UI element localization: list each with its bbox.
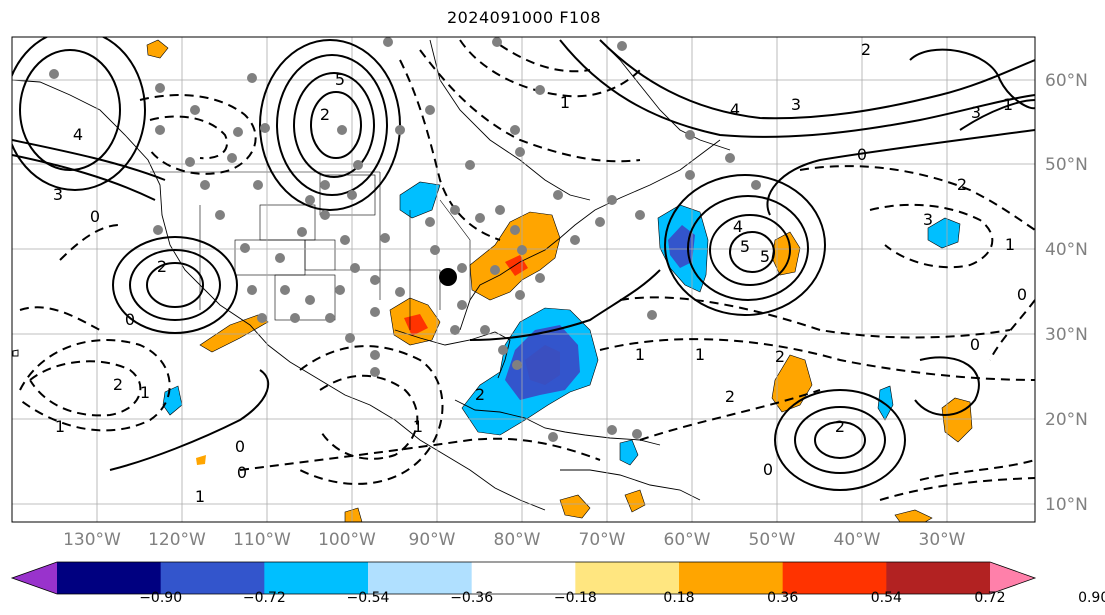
colorbar-segment <box>782 562 887 594</box>
colorbar-tick-label: 0.54 <box>871 590 902 606</box>
contour-label: 0 <box>90 207 100 226</box>
contour-label: 1 <box>635 345 645 364</box>
colorbar-tick-label: −0.36 <box>450 590 493 606</box>
contour-label: 4 <box>733 217 743 236</box>
colorbar-segment <box>679 562 784 594</box>
colorbar-segment <box>886 562 991 594</box>
state-borders <box>150 171 471 330</box>
contour-label: 1 <box>560 93 570 112</box>
contour-label: 2 <box>113 375 123 394</box>
lat-label: 10°N <box>1045 495 1088 515</box>
latitude-labels: 60°N 50°N 40°N 30°N 20°N 10°N <box>1045 71 1088 515</box>
colorbar-segment <box>575 562 680 594</box>
colorbar-segment <box>368 562 473 594</box>
colorbar-tick-label: −0.90 <box>139 590 182 606</box>
colorbar-segment <box>57 562 162 594</box>
colorbar-extend-low <box>12 562 57 594</box>
location-marker <box>439 268 457 286</box>
lat-label: 40°N <box>1045 240 1088 260</box>
lon-label: 60°W <box>664 530 711 550</box>
contour-label: 5 <box>740 237 750 256</box>
contour-label: 2 <box>861 40 871 59</box>
lat-label: 30°N <box>1045 325 1088 345</box>
contour-label: 2 <box>957 175 967 194</box>
colorbar-segment <box>264 562 369 594</box>
contour-label: 1 <box>1003 95 1013 114</box>
lon-label: 120°W <box>148 530 206 550</box>
contour-label: 0 <box>235 437 245 456</box>
contour-label: 3 <box>791 95 801 114</box>
lon-label: 90°W <box>409 530 456 550</box>
lon-label: 80°W <box>494 530 541 550</box>
colorbar-tick-label: 0.72 <box>974 590 1005 606</box>
contour-label: 0 <box>970 335 980 354</box>
lat-label: 50°N <box>1045 155 1088 175</box>
lon-label: 130°W <box>63 530 121 550</box>
contour-label: 1 <box>55 417 65 436</box>
contour-label: 1 <box>695 345 705 364</box>
colorbar-segment <box>471 562 576 594</box>
colorbar-segment <box>160 562 265 594</box>
contour-label: 2 <box>157 257 167 276</box>
colorbar-extend-high <box>990 562 1035 594</box>
contour-label: 0 <box>1017 285 1027 304</box>
lon-label: 40°W <box>834 530 881 550</box>
contour-label: 2 <box>725 387 735 406</box>
coastlines <box>12 39 731 511</box>
contour-label: 1 <box>1005 235 1015 254</box>
colorbar-outline <box>10 561 1037 595</box>
lon-label: 50°W <box>749 530 796 550</box>
colorbar-tick-label: 0.36 <box>767 590 798 606</box>
colorbar-tick-label: −0.18 <box>554 590 597 606</box>
contour-label: 0 <box>763 460 773 479</box>
lon-label: 100°W <box>318 530 376 550</box>
lon-label: 110°W <box>233 530 291 550</box>
colorbar-tick-label: 0.90 <box>1078 590 1105 606</box>
contour-label: 3 <box>971 103 981 122</box>
colorbar <box>10 561 1037 595</box>
contour-label: 2 <box>835 417 845 436</box>
contour-label: 0 <box>237 463 247 482</box>
map-title: 2024091000 F108 <box>446 8 602 27</box>
grid-lines <box>12 37 1035 522</box>
lon-label: 30°W <box>919 530 966 550</box>
contour-label: 5 <box>335 70 345 89</box>
colorbar-tick-labels: −0.90 −0.72 −0.54 −0.36 −0.18 0.18 0.36 0.54 0.7… <box>139 590 1105 606</box>
dashed-contours <box>19 39 1035 501</box>
lon-label: 70°W <box>579 530 626 550</box>
contour-label: 3 <box>923 210 933 229</box>
contour-label: 2 <box>475 385 485 404</box>
contour-label: 4 <box>73 125 83 144</box>
colorbar-tick-label: −0.72 <box>243 590 286 606</box>
lat-label: 20°N <box>1045 410 1088 430</box>
map-frame <box>11 36 1036 523</box>
colorbar-tick-label: 0.18 <box>663 590 694 606</box>
contour-label: 2 <box>775 347 785 366</box>
contour-label: 1 <box>413 417 423 436</box>
contour-label: 0 <box>857 145 867 164</box>
contour-label: 2 <box>320 105 330 124</box>
contour-label: 1 <box>195 487 205 506</box>
longitude-labels: 130°W 120°W 110°W 100°W 90°W 80°W 70°W 6… <box>63 530 966 550</box>
colorbar-tick-label: −0.54 <box>347 590 390 606</box>
contour-label: 4 <box>730 100 740 119</box>
contour-label: 0 <box>125 310 135 329</box>
contour-label: 1 <box>140 383 150 402</box>
station-dots <box>49 37 761 442</box>
lat-label: 60°N <box>1045 71 1088 91</box>
contour-label: 3 <box>53 185 63 204</box>
contour-label: 5 <box>760 247 770 266</box>
solid-contours <box>12 37 1035 491</box>
